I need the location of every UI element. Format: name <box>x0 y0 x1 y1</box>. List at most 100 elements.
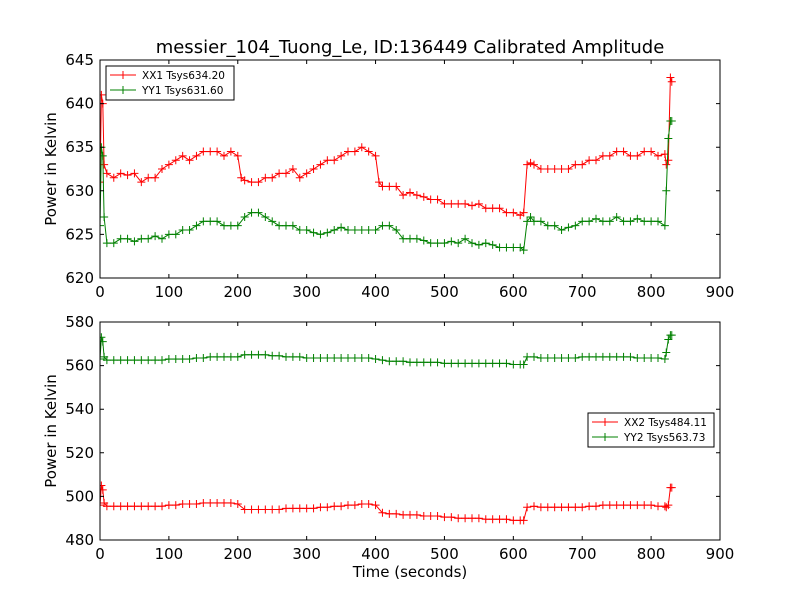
top-series-1-marker <box>619 147 628 156</box>
top-series-1-marker <box>468 201 476 210</box>
top-series-2-marker <box>254 208 263 217</box>
top-series-1-marker <box>509 208 518 217</box>
bottom-series-2-marker <box>206 352 215 361</box>
bottom-series-1-marker <box>316 503 325 512</box>
bottom-series-2-marker <box>385 357 394 366</box>
bottom-series-1-marker <box>454 514 463 523</box>
bottom-series-2-marker <box>660 355 669 364</box>
bottom-x-tick-label: 0 <box>95 545 105 563</box>
bottom-series-1-marker <box>536 503 545 512</box>
bottom-series-1-marker <box>275 505 284 514</box>
bottom-series-2-marker <box>550 353 559 362</box>
top-series-2-marker <box>261 212 270 221</box>
bottom-series-1-marker <box>488 515 497 524</box>
top-series-1-marker <box>123 171 132 180</box>
bottom-series-1-marker <box>664 501 673 510</box>
bottom-legend-label-1: XX2 Tsys484.11 <box>624 417 707 429</box>
bottom-series-1-marker <box>199 498 208 507</box>
top-series-2-marker <box>213 217 222 226</box>
bottom-series-2-marker <box>102 356 111 365</box>
bottom-series-2-marker <box>171 355 180 364</box>
bottom-series-1-marker <box>378 508 387 517</box>
top-series-2-marker <box>309 228 318 237</box>
top-x-tick-label: 100 <box>155 283 184 301</box>
bottom-series-2-marker <box>412 358 421 367</box>
bottom-series-1-marker <box>557 503 566 512</box>
bottom-series-1-marker <box>619 501 628 510</box>
top-x-tick-label: 200 <box>223 283 252 301</box>
bottom-series-1-marker <box>461 514 470 523</box>
top-series-2-marker <box>519 246 528 255</box>
top-series-2-marker <box>578 217 587 226</box>
bottom-series-1-marker <box>158 502 166 511</box>
bottom-series-2-marker <box>399 357 408 366</box>
chart-title: messier_104_Tuong_Le, ID:136449 Calibrat… <box>156 37 665 58</box>
bottom-series-1-marker <box>605 501 614 510</box>
bottom-series-1-marker <box>468 514 476 523</box>
top-series-1-marker <box>100 178 104 187</box>
bottom-series-1-marker <box>100 481 106 490</box>
top-series-1-marker <box>543 165 552 173</box>
bottom-series-2-marker <box>571 353 580 362</box>
bottom-series-2-marker <box>350 353 359 362</box>
top-series-1-marker <box>654 151 662 160</box>
top-series-1-marker <box>433 195 442 204</box>
top-series-2-marker <box>509 243 518 252</box>
top-series-1-marker <box>192 151 201 160</box>
top-series-2-marker <box>399 234 408 243</box>
bottom-y-axis-label: Power in Kelvin <box>42 374 60 488</box>
bottom-series-2-marker <box>151 356 160 365</box>
top-series-1-marker <box>144 173 153 182</box>
bottom-series-1-marker <box>288 504 297 513</box>
top-series-2-marker <box>468 239 476 248</box>
bottom-legend-label-2: YY2 Tsys563.73 <box>623 432 705 444</box>
bottom-series-1-marker <box>350 501 359 510</box>
top-series-1-marker <box>226 147 235 156</box>
bottom-series-2-marker <box>564 353 573 362</box>
bottom-series-2-marker <box>254 350 263 359</box>
bottom-series-2-marker <box>592 352 600 361</box>
top-series-2-marker <box>392 226 401 235</box>
top-panel: 0 100 200 300 400 500 600 700 800 900 620 625 630 635… <box>42 51 734 301</box>
top-y-axis-label: Power in Kelvin <box>42 112 60 226</box>
top-series-2-marker <box>612 212 621 221</box>
top-series-2-marker <box>412 234 421 243</box>
top-series-1-marker <box>309 165 318 173</box>
top-series-2-marker <box>137 234 146 243</box>
bottom-series-1-marker <box>213 498 222 507</box>
top-series-2-marker <box>474 240 483 249</box>
bottom-series-1-marker <box>164 501 173 510</box>
bottom-series-2-marker <box>488 359 497 368</box>
top-series-1-marker <box>178 151 187 160</box>
bottom-series-2-marker <box>519 360 528 369</box>
top-series-1-marker <box>302 169 311 178</box>
bottom-series-line-1 <box>100 485 672 521</box>
top-series-1-marker <box>536 165 545 173</box>
top-series-2-marker <box>371 226 380 235</box>
top-series-1-marker <box>399 191 408 200</box>
bottom-series-2-marker <box>454 359 463 368</box>
top-series-2-marker <box>323 228 332 237</box>
top-series-2-marker <box>557 226 566 235</box>
bottom-series-2-marker <box>557 353 566 362</box>
bottom-series-1-marker <box>550 503 559 512</box>
bottom-series-2-marker <box>357 353 366 362</box>
top-series-2-marker <box>461 234 470 243</box>
top-series-1-marker <box>100 90 106 99</box>
bottom-series-2-marker <box>468 359 476 368</box>
top-series-2-marker <box>550 221 559 230</box>
top-series-2-marker <box>454 239 463 248</box>
bottom-series-2-marker <box>426 358 435 367</box>
top-series-1-marker <box>240 176 249 185</box>
bottom-series-1-marker <box>233 500 242 509</box>
bottom-series-2-marker <box>295 352 304 361</box>
bottom-y-tick-label: 580 <box>65 313 94 331</box>
bottom-series-2-marker <box>199 353 208 362</box>
top-series-1-marker <box>378 182 387 191</box>
top-series-1-marker <box>447 199 456 208</box>
top-series-2-marker <box>164 230 173 239</box>
top-series-1-marker <box>633 151 642 160</box>
top-series-2-marker <box>385 221 394 230</box>
top-series-1-marker <box>151 173 160 182</box>
